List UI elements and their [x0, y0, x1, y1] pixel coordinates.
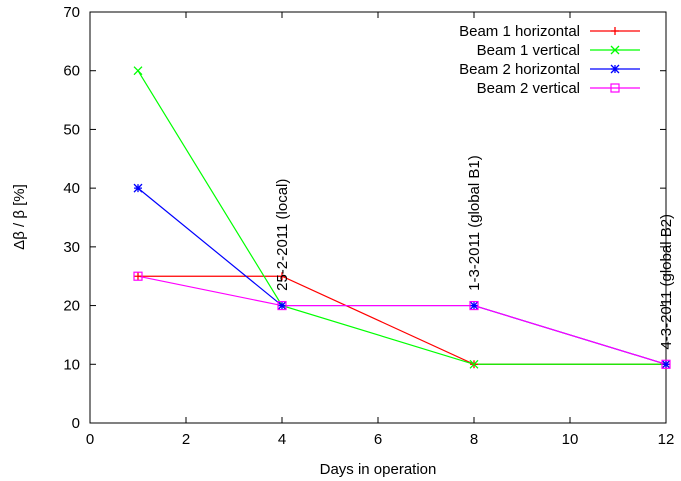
data-point [133, 271, 143, 281]
series-line-4 [137, 275, 667, 365]
x-tick-label: 2 [182, 431, 190, 448]
event-annotation: 25-2-2011 (local) [274, 179, 291, 291]
data-point [661, 359, 671, 369]
y-tick-label: 70 [63, 4, 80, 21]
x-axis-label: Days in operation [320, 461, 437, 478]
data-point [277, 300, 287, 311]
legend-swatch-marker [610, 64, 620, 74]
legend-label: Beam 2 vertical [477, 80, 580, 97]
data-point [469, 359, 479, 369]
event-annotation: 1-3-2011 (global B1) [466, 155, 483, 291]
y-tick-label: 20 [63, 298, 80, 315]
x-tick-label: 0 [86, 431, 94, 448]
event-annotation: 4-3-2011 (global B2) [658, 214, 675, 350]
data-point [661, 359, 671, 369]
data-point [133, 66, 143, 76]
legend-swatch-marker [611, 27, 619, 35]
x-tick-label: 10 [562, 431, 579, 448]
y-tick-label: 10 [63, 356, 80, 373]
data-point [133, 183, 143, 193]
y-tick-label: 50 [63, 121, 80, 138]
x-tick-label: 12 [658, 431, 675, 448]
legend-swatch-marker [610, 45, 620, 55]
legend-label: Beam 1 horizontal [459, 23, 580, 40]
y-tick-label: 30 [63, 239, 80, 256]
legend-swatch-marker [610, 83, 620, 93]
x-tick-label: 6 [374, 431, 382, 448]
legend-label: Beam 1 vertical [477, 42, 580, 59]
y-axis-label: Δβ / β [%] [11, 184, 28, 250]
data-point [277, 301, 287, 311]
data-point [469, 301, 479, 311]
x-tick-label: 4 [278, 431, 286, 448]
legend-label: Beam 2 horizontal [459, 61, 580, 78]
data-point [469, 300, 479, 311]
y-tick-label: 0 [72, 415, 80, 432]
x-tick-label: 8 [470, 431, 478, 448]
series-line-1 [138, 275, 666, 365]
data-point [278, 272, 286, 281]
data-point [134, 272, 142, 281]
y-tick-label: 40 [63, 180, 80, 197]
y-tick-label: 60 [63, 63, 80, 80]
series-line-2 [137, 70, 666, 365]
